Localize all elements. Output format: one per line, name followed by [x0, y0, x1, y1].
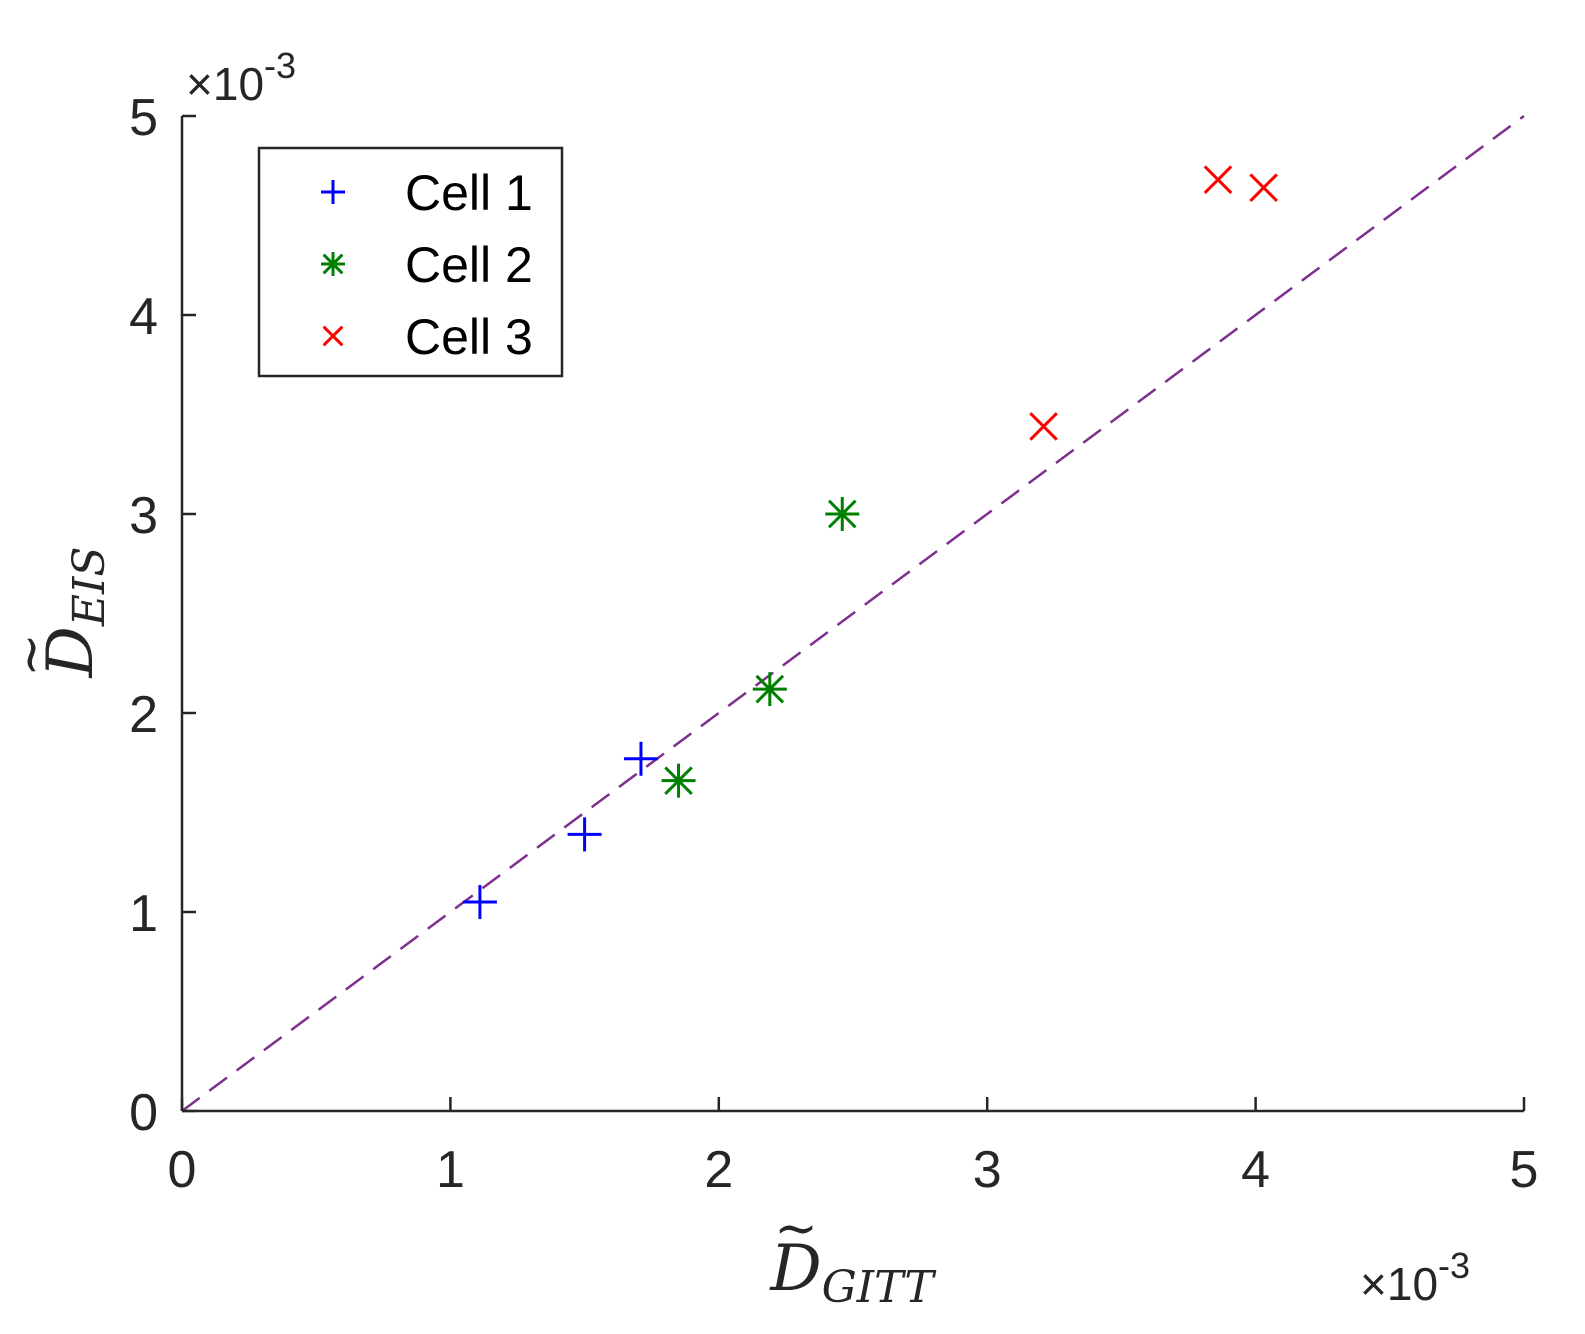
data-point — [462, 885, 497, 920]
legend: Cell 1 Cell 2 Cell 3 — [257, 146, 564, 378]
y-axis-title-text: DEIS — [34, 547, 115, 679]
legend-marker-d2 — [322, 253, 344, 275]
x-tick-label: 3 — [973, 1141, 1002, 1199]
x-axis-title-tilde: ~ — [774, 1199, 818, 1259]
data-point — [825, 497, 860, 531]
x-exponent-label: ×10-3 — [1360, 1245, 1470, 1310]
legend-label: Cell 3 — [405, 309, 533, 365]
y-tick-label: 1 — [129, 885, 158, 943]
plot-area — [181, 114, 1525, 1113]
x-tick-label: 2 — [704, 1141, 733, 1199]
data-point — [1203, 165, 1233, 195]
y-tick-label: 2 — [129, 686, 158, 744]
y-tick-label: 5 — [129, 89, 158, 147]
legend-label: Cell 1 — [405, 165, 533, 221]
y-tick-label: 4 — [129, 288, 158, 346]
data-point — [661, 763, 696, 798]
x-axis-title: DGITT~ — [769, 1199, 937, 1313]
data-point-d2 — [1203, 165, 1233, 195]
y-tick-label: 0 — [129, 1084, 158, 1142]
data-point-d2 — [755, 674, 785, 704]
data-point — [1029, 412, 1058, 441]
data-point — [752, 672, 787, 707]
legend-label: Cell 2 — [405, 237, 533, 293]
y-exponent-label: ×10-3 — [186, 45, 296, 110]
legend-marker — [321, 252, 345, 276]
data-point-d2 — [1249, 173, 1278, 202]
y-tick-label: 3 — [129, 487, 158, 545]
data-point-d2 — [1029, 412, 1058, 441]
data-point — [1249, 173, 1278, 202]
legend-marker — [321, 180, 345, 204]
data-point-d2 — [827, 499, 857, 529]
x-axis-title-text: DGITT — [769, 1232, 937, 1313]
y-axis-title: DEIS~ — [1, 547, 115, 679]
x-tick-label: 5 — [1510, 1141, 1539, 1199]
legend-marker — [322, 325, 344, 347]
legend-box — [257, 146, 564, 378]
x-tick-label: 4 — [1241, 1141, 1270, 1199]
data-point — [623, 741, 658, 776]
x-tick-label: 1 — [436, 1141, 465, 1199]
x-tick-label: 0 — [168, 1141, 197, 1199]
data-point-d2 — [664, 766, 693, 795]
reference-line — [181, 114, 1525, 1113]
data-point — [567, 817, 602, 852]
y-axis-title-tilde: ~ — [1, 633, 61, 677]
legend-marker-d2 — [322, 325, 344, 347]
